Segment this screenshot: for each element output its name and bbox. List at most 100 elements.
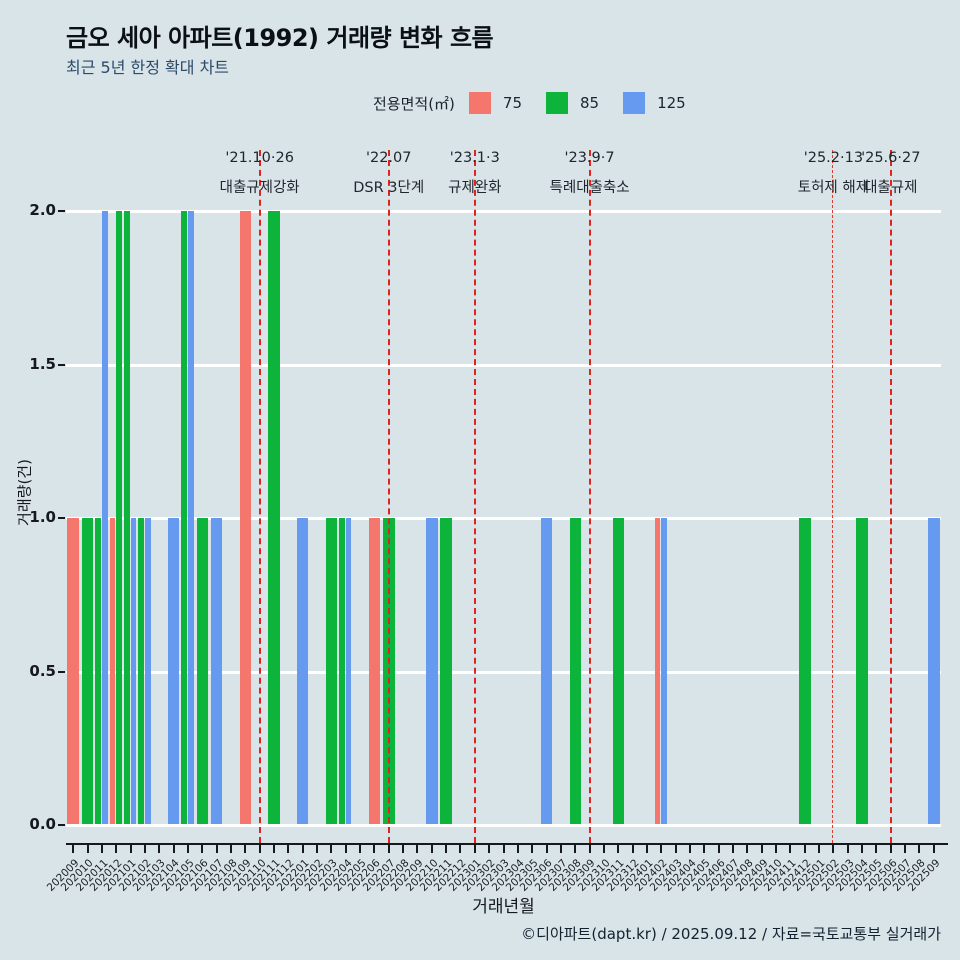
x-tick-202112: [287, 845, 290, 853]
x-tick-202504: [861, 845, 864, 853]
x-tick-202408: [746, 845, 749, 853]
x-tick-202208: [402, 845, 405, 853]
x-tick-202109: [244, 845, 247, 853]
x-axis-line: [66, 843, 948, 845]
bar-202308-85: [569, 518, 581, 824]
x-tick-202410: [775, 845, 778, 853]
x-tick-202508: [918, 845, 921, 853]
x-tick-202302: [488, 845, 491, 853]
event-line-202309: [588, 150, 591, 843]
event-label-202506: 대출규제: [864, 180, 918, 196]
bar-202111-85: [268, 211, 280, 824]
x-tick-202307: [559, 845, 562, 853]
x-tick-202310: [602, 845, 605, 853]
x-tick-202402: [660, 845, 663, 853]
page-subtitle: 최근 5년 한정 확대 차트: [66, 58, 230, 77]
x-tick-202205: [359, 845, 362, 853]
event-label-202207: DSR 3단계: [353, 180, 425, 196]
y-tick-label-0.5: 0.5: [29, 661, 56, 680]
legend-swatch-75: [468, 92, 491, 114]
x-tick-202212: [459, 845, 462, 853]
event-date-202207: '22.07: [365, 150, 412, 166]
x-tick-202401: [645, 845, 648, 853]
bar-202011-125: [101, 211, 108, 824]
bar-202204-85: [339, 518, 345, 824]
event-date-202506: '25.6·27: [861, 150, 921, 166]
y-tick-label-0.0: 0.0: [29, 815, 56, 833]
page-title: 금오 세아 아파트(1992) 거래량 변화 흐름: [66, 24, 494, 52]
bar-202105-125: [187, 211, 194, 824]
gridline-0.0: [66, 824, 941, 827]
x-tick-202306: [545, 845, 548, 853]
x-tick-202407: [732, 845, 734, 853]
x-tick-202411: [789, 845, 792, 853]
y-tick-label-1.5: 1.5: [29, 354, 56, 373]
bar-202402-125: [661, 518, 668, 824]
x-tick-202011: [100, 845, 103, 853]
event-label-202301: 규제완화: [448, 180, 502, 196]
x-tick-202104: [172, 845, 175, 853]
x-tick-202107: [215, 845, 218, 853]
x-tick-202206: [373, 845, 376, 853]
event-line-202506: [889, 150, 892, 843]
x-tick-202202: [316, 845, 319, 853]
x-tick-202106: [201, 845, 204, 853]
x-tick-202406: [717, 845, 720, 853]
bar-202206-75: [368, 518, 381, 824]
legend-item-125: 125: [657, 94, 686, 112]
bar-202011-85: [95, 518, 101, 824]
x-tick-202403: [674, 845, 677, 853]
x-tick-202203: [330, 845, 333, 853]
event-line-202301: [473, 150, 476, 843]
x-tick-202305: [531, 845, 534, 853]
legend-item-75: 75: [502, 94, 522, 112]
y-tick-label-1.0: 1.0: [29, 508, 56, 526]
bar-202311-85: [612, 518, 624, 824]
bar-202101-125: [130, 518, 137, 824]
event-date-202110: '21.10·26: [225, 150, 294, 166]
bar-202203-85: [325, 518, 338, 824]
x-tick-202506: [889, 845, 892, 853]
bar-202204-125: [345, 518, 352, 824]
y-tick-mark-0.5: [58, 670, 65, 673]
bar-202106-85: [196, 518, 208, 824]
gridline-0.5: [66, 670, 941, 674]
x-tick-202312: [631, 845, 634, 853]
x-tick-202210: [430, 845, 433, 853]
x-tick-202503: [846, 845, 849, 853]
bar-202201-125: [296, 518, 309, 824]
bar-202102-125: [144, 518, 151, 824]
x-tick-202311: [617, 845, 620, 853]
x-tick-202102: [143, 845, 146, 853]
x-tick-202501: [818, 845, 821, 853]
x-tick-202412: [803, 845, 806, 853]
event-line-202207: [387, 150, 390, 843]
gridline-1.5: [66, 363, 941, 367]
event-line-202110: [258, 150, 261, 843]
event-line-202502: [832, 150, 834, 843]
x-tick-202103: [158, 845, 161, 853]
x-tick-202012: [115, 845, 118, 853]
event-label-202502: 토허제 해제: [797, 180, 870, 196]
bar-202105-85: [181, 211, 187, 824]
event-date-202502: '25.2·13: [803, 150, 864, 166]
legend-item-85: 85: [580, 94, 600, 112]
bar-202107-125: [210, 518, 223, 824]
x-tick-202304: [516, 845, 519, 853]
event-label-202309: 특례대출축소: [549, 180, 630, 196]
footer-credit: ©디아파트(dapt.kr) / 2025.09.12 / 자료=국토교통부 실…: [521, 925, 941, 943]
event-label-202110: 대출규제강화: [219, 180, 300, 196]
bar-202104-125: [167, 518, 180, 824]
x-tick-202405: [703, 845, 706, 853]
x-tick-202409: [760, 845, 763, 853]
event-date-202301: '23.1·3: [449, 150, 500, 166]
bar-202509-125: [928, 518, 940, 824]
x-tick-202404: [688, 845, 691, 853]
gridline-2.0: [66, 210, 941, 213]
y-tick-label-2.0: 2.0: [29, 201, 56, 219]
bar-202012-85: [116, 211, 122, 824]
bar-202012-75: [109, 518, 116, 824]
x-tick-202110: [258, 845, 261, 853]
bar-202210-125: [426, 518, 438, 824]
